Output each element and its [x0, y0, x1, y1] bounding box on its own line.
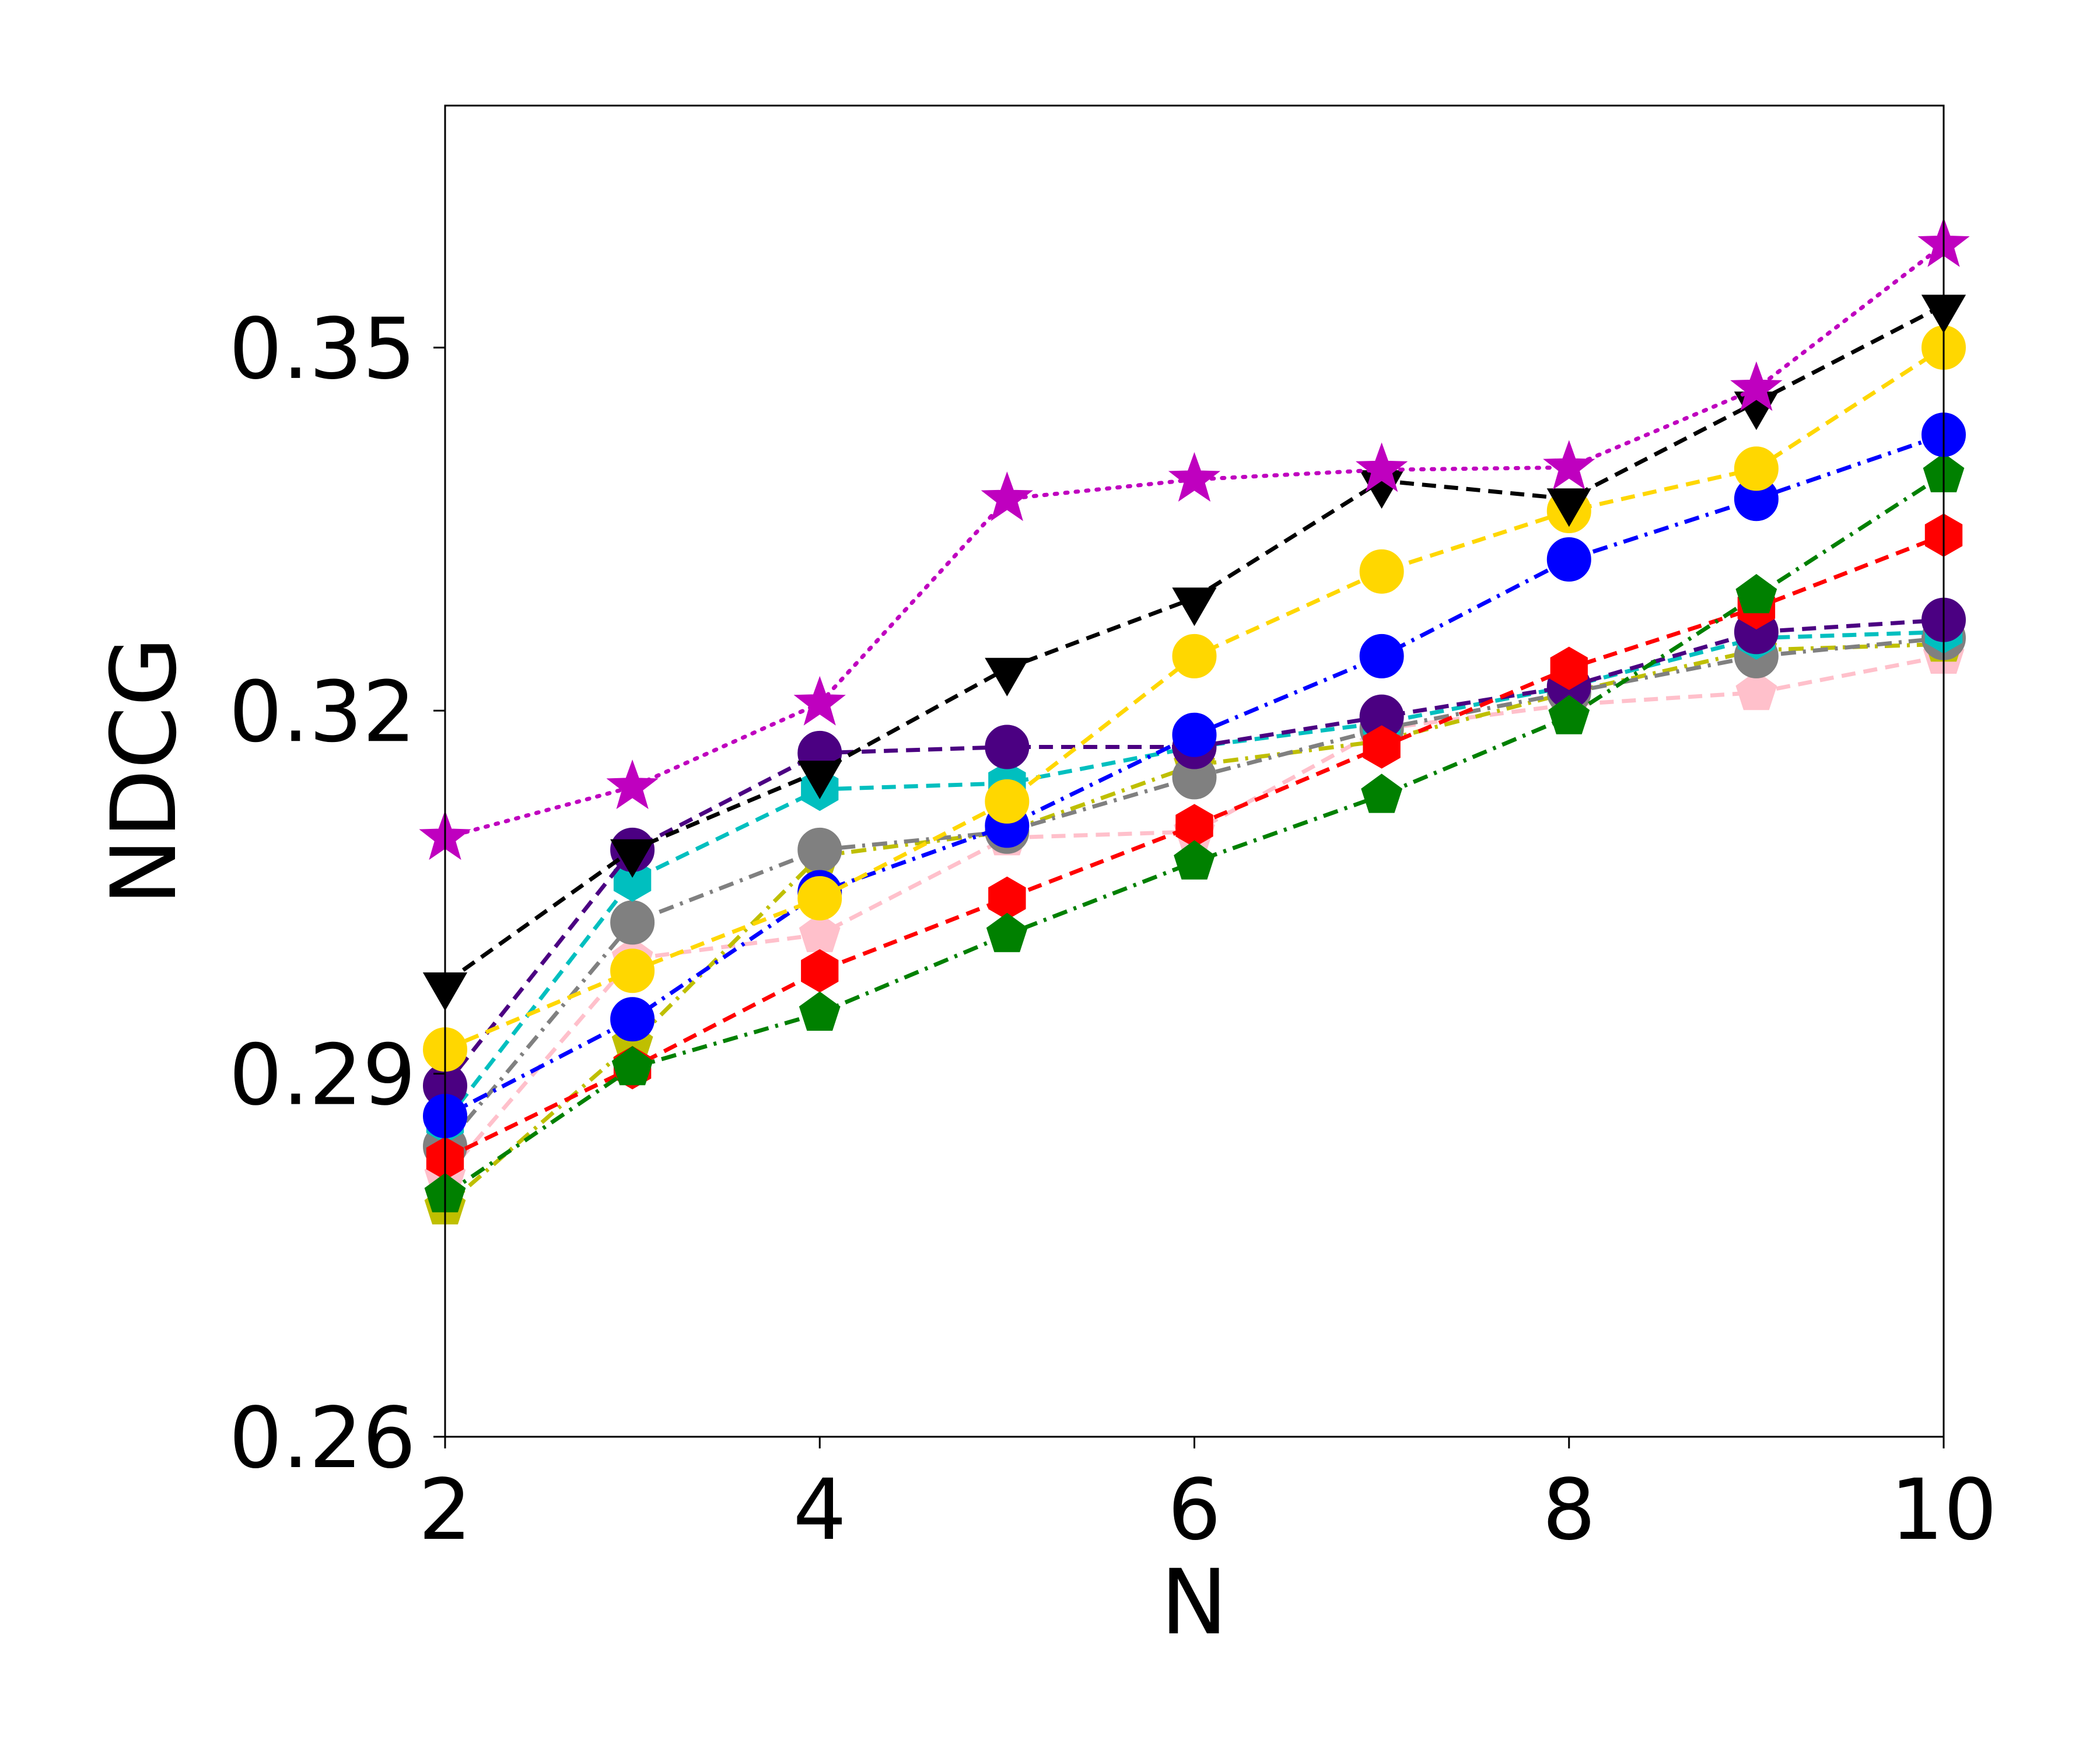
x-tick-label: 8	[1542, 1461, 1596, 1559]
y-tick-label: 0.29	[229, 1026, 416, 1124]
data-point	[986, 912, 1028, 953]
data-point	[797, 876, 842, 921]
x-axis-label: N	[1160, 1550, 1227, 1655]
x-tick-label: 2	[418, 1461, 472, 1559]
data-point	[1359, 634, 1404, 678]
data-point	[793, 676, 846, 726]
y-axis: 0.26 0.29 0.32 0.35	[229, 300, 445, 1487]
y-tick-label: 0.32	[229, 663, 416, 761]
series-4	[424, 453, 1965, 1213]
data-point	[1730, 361, 1783, 411]
data-point	[799, 991, 841, 1031]
x-tick-label: 4	[793, 1461, 846, 1559]
data-point	[1363, 725, 1401, 769]
data-point	[1172, 712, 1217, 757]
data-point	[1735, 670, 1777, 710]
data-point	[610, 839, 655, 878]
y-tick-label: 0.26	[229, 1389, 416, 1487]
data-point	[1172, 587, 1217, 626]
data-point	[1550, 646, 1588, 690]
x-tick-label: 6	[1168, 1461, 1222, 1559]
data-point	[1355, 442, 1408, 492]
data-point	[610, 949, 655, 993]
data-point	[1361, 774, 1403, 813]
data-point	[985, 779, 1030, 824]
data-point	[1168, 452, 1221, 502]
data-point	[1172, 634, 1217, 678]
data-point	[610, 997, 655, 1042]
y-tick-label: 0.35	[229, 300, 416, 398]
data-point	[1359, 549, 1404, 594]
data-point	[1735, 573, 1777, 614]
data-point	[1174, 840, 1215, 880]
data-point	[610, 900, 655, 945]
data-point	[1546, 537, 1591, 582]
data-point	[1548, 695, 1590, 734]
data-point	[981, 471, 1034, 522]
data-point	[797, 761, 842, 800]
y-axis-label: NDCG	[92, 637, 197, 906]
data-point	[797, 827, 842, 872]
data-point	[1734, 446, 1779, 491]
data-point	[1546, 488, 1591, 527]
data-point	[606, 760, 659, 809]
data-point	[985, 657, 1030, 696]
x-tick-label: 10	[1890, 1461, 1997, 1559]
data-point	[985, 724, 1030, 769]
x-axis: 2 4 6 8 10	[418, 1437, 1997, 1559]
data-point	[1543, 440, 1595, 490]
data-point	[611, 1046, 653, 1086]
